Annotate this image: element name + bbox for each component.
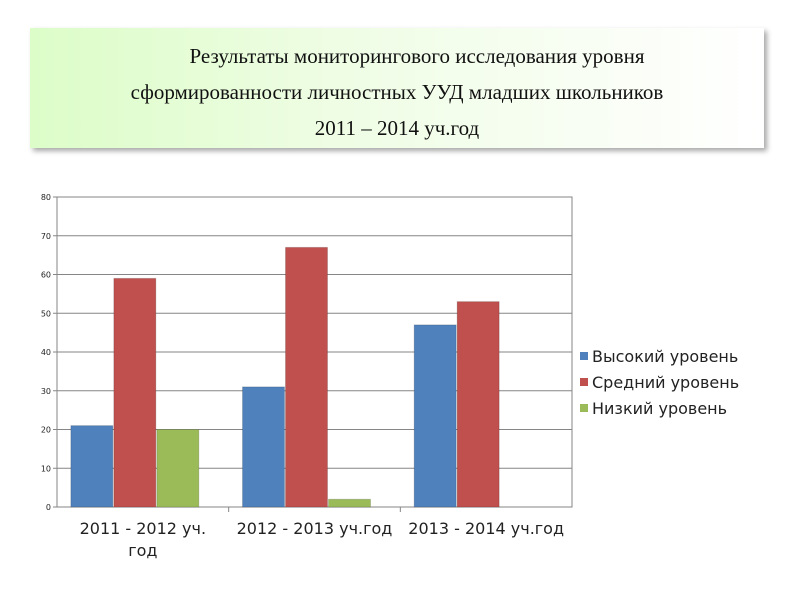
- bar: [456, 301, 500, 508]
- bar: [328, 498, 371, 508]
- y-tick-label: 50: [41, 309, 51, 318]
- legend-label: Высокий уровень: [592, 347, 738, 366]
- title-line-3: 2011 – 2014 уч.год: [314, 116, 480, 140]
- y-tick-label: 30: [41, 387, 51, 396]
- legend-swatch: [580, 404, 588, 412]
- x-category-label: 2012 - 2013 уч.год: [237, 519, 393, 538]
- legend-label: Низкий уровень: [592, 399, 727, 418]
- bar: [413, 324, 457, 508]
- legend-swatch: [580, 378, 588, 386]
- legend-swatch: [580, 352, 588, 360]
- y-tick-label: 20: [41, 426, 51, 435]
- y-tick-label: 0: [46, 503, 51, 512]
- x-category-label: 2013 - 2014 уч.год: [408, 519, 564, 538]
- bar: [113, 277, 157, 508]
- title-line-1: Результаты мониторингового исследования …: [189, 44, 645, 68]
- legend-label: Средний уровень: [592, 373, 739, 392]
- y-tick-label: 40: [41, 348, 51, 357]
- y-tick-label: 10: [41, 464, 51, 473]
- title-line-2: сформированности личностных УУД младших …: [130, 80, 664, 104]
- y-tick-label: 60: [41, 271, 51, 280]
- x-category-label: 2011 - 2012 уч.: [80, 519, 206, 538]
- bar: [285, 246, 328, 508]
- title-box: Результаты мониторингового исследования …: [30, 28, 764, 148]
- bar: [242, 386, 285, 508]
- bar: [70, 425, 114, 508]
- y-tick-label: 80: [41, 193, 51, 202]
- x-category-label: год: [128, 541, 157, 560]
- y-tick-label: 70: [41, 232, 51, 241]
- bar: [156, 429, 200, 508]
